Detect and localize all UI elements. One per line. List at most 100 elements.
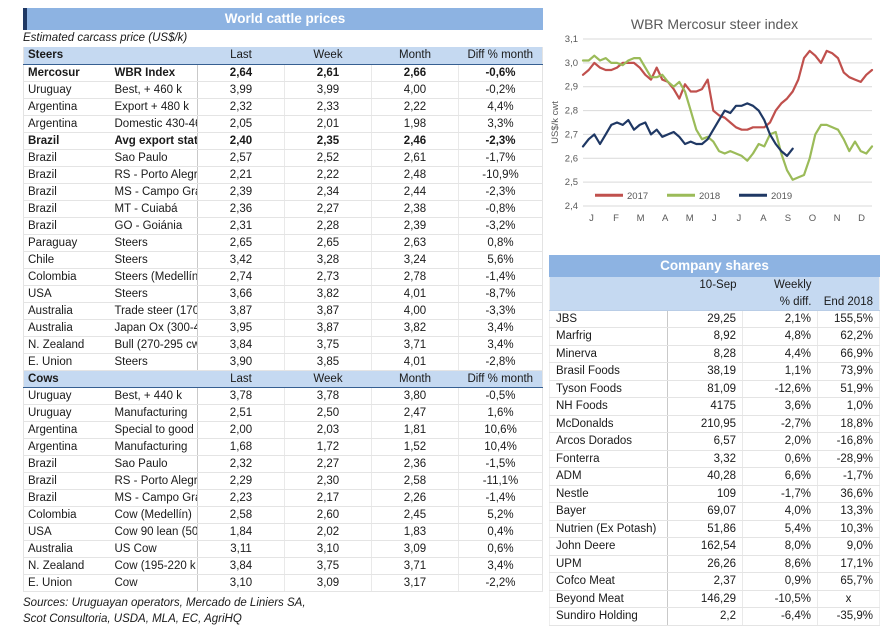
value-cell: 2,58 — [371, 472, 459, 490]
country-cell: E. Union — [23, 574, 111, 592]
company-shares-panel: Company shares 10-Sep Weekly% diff. End 20… — [549, 255, 880, 626]
x-tick-label: J — [589, 213, 594, 224]
table-row: Argentina Export + 480 k 2,32 2,33 2,22 4,4% — [23, 98, 543, 116]
value-cell: 2,01 — [284, 115, 372, 133]
value-cell: 1,81 — [371, 421, 459, 439]
end-2018-cell: 13,3% — [817, 502, 880, 521]
value-cell: 3,75 — [284, 557, 372, 575]
value-cell: 2,32 — [197, 455, 285, 473]
end-2018-cell: 18,8% — [817, 415, 880, 433]
price-cell: 69,07 — [667, 502, 743, 521]
x-tick-label: A — [662, 213, 669, 224]
value-cell: 2,35 — [284, 132, 372, 150]
value-cell: 1,84 — [197, 523, 285, 541]
value-cell: 3,99 — [197, 81, 285, 99]
description-cell: Manufacturing — [110, 438, 198, 456]
column-header: Last — [197, 370, 285, 388]
company-name-cell: UPM — [549, 555, 668, 573]
x-tick-label: M — [637, 213, 645, 224]
description-cell: RS - Porto Alegre — [110, 472, 198, 490]
price-cell: 38,19 — [667, 362, 743, 381]
value-cell: 2,23 — [197, 489, 285, 507]
country-cell: Brazil — [23, 489, 111, 507]
weekly-diff-cell: 8,0% — [742, 537, 818, 556]
weekly-diff-cell: -10,5% — [742, 590, 818, 608]
company-name-cell: Sundiro Holding — [549, 607, 668, 626]
value-cell: 2,57 — [197, 149, 285, 167]
end-2018-cell: 36,6% — [817, 485, 880, 503]
table-row: Bayer 69,07 4,0% 13,3% — [549, 502, 880, 521]
table-row: Beyond Meat 146,29 -10,5% x — [549, 590, 880, 608]
value-cell: 2,32 — [197, 98, 285, 116]
value-cell: 3,10 — [197, 574, 285, 592]
world-cattle-prices-table: Steers Last Week Month Diff % month Mercosur W… — [23, 47, 543, 592]
y-axis-label: US$/k cwt — [550, 101, 561, 144]
value-cell: 2,50 — [284, 404, 372, 422]
country-cell: Argentina — [23, 421, 111, 439]
value-cell: -11,1% — [458, 472, 543, 490]
chart-title: WBR Mercosur steer index — [630, 16, 799, 32]
price-cell: 6,57 — [667, 432, 743, 451]
end-2018-cell: 66,9% — [817, 345, 880, 363]
company-name-cell: ADM — [549, 467, 668, 486]
value-cell: 3,17 — [371, 574, 459, 592]
section-name-label: Steers — [23, 47, 198, 65]
description-cell: Trade steer (170-230 k) — [110, 302, 198, 320]
company-shares-title: Company shares — [549, 255, 880, 277]
column-header: Month — [371, 47, 459, 65]
table-row: Colombia Steers (Medellín) 2,74 2,73 2,78 -1,… — [23, 268, 543, 286]
price-cell: 2,37 — [667, 572, 743, 591]
price-cell: 29,25 — [667, 310, 743, 328]
x-tick-label: O — [809, 213, 816, 224]
table-row: Marfrig 8,92 4,8% 62,2% — [549, 327, 880, 346]
value-cell: 2,61 — [371, 149, 459, 167]
company-name-cell: John Deere — [549, 537, 668, 556]
price-cell: 210,95 — [667, 415, 743, 433]
y-tick-label: 2,7 — [565, 129, 578, 140]
value-cell: -3,2% — [458, 217, 543, 235]
table-row: NH Foods 4175 3,6% 1,0% — [549, 397, 880, 416]
value-cell: 3,78 — [284, 387, 372, 405]
carcass-price-subtitle: Estimated carcass price (US$/k) — [23, 32, 188, 44]
end-2018-cell: 9,0% — [817, 537, 880, 556]
value-cell: 2,22 — [371, 98, 459, 116]
value-cell: -1,7% — [458, 149, 543, 167]
value-cell: 2,28 — [284, 217, 372, 235]
value-cell: 2,58 — [197, 506, 285, 524]
weekly-diff-cell: 4,0% — [742, 502, 818, 521]
legend-label-2018: 2018 — [699, 191, 720, 202]
y-tick-label: 2,4 — [565, 201, 578, 212]
table-row: Uruguay Best, + 440 k 3,78 3,78 3,80 -0,5% — [23, 387, 543, 405]
description-cell: Japan Ox (300-400 k) — [110, 319, 198, 337]
sources-line-2: Scot Consultoria, USDA, MLA, EC, AgriHQ — [23, 612, 242, 625]
company-header-row: % diff. End 2018 — [549, 293, 880, 311]
weekly-diff-cell: 0,6% — [742, 450, 818, 468]
table-row: E. Union Cow 3,10 3,09 3,17 -2,2% — [23, 574, 543, 592]
y-tick-label: 2,9 — [565, 82, 578, 93]
table-row: Brasil Foods 38,19 1,1% 73,9% — [549, 362, 880, 381]
table-row: Minerva 8,28 4,4% 66,9% — [549, 345, 880, 363]
value-cell: 3,80 — [371, 387, 459, 405]
x-tick-label: A — [760, 213, 767, 224]
value-cell: 5,2% — [458, 506, 543, 524]
end-2018-cell: x — [817, 590, 880, 608]
country-cell: Colombia — [23, 268, 111, 286]
column-header: Diff % month — [458, 47, 543, 65]
y-tick-label: 3,1 — [565, 34, 578, 45]
price-cell: 26,26 — [667, 555, 743, 573]
weekly-diff-cell: 4,8% — [742, 327, 818, 346]
value-cell: 4,4% — [458, 98, 543, 116]
steer-index-plot: 2,4 2,5 2,6 2,7 2,8 2,9 3,0 3,1 J F M A M J J A S O N D US$/… — [550, 34, 874, 224]
value-cell: 3,87 — [284, 319, 372, 337]
table-row: Sundiro Holding 2,2 -6,4% -35,9% — [549, 607, 880, 626]
value-cell: 3,84 — [197, 557, 285, 575]
value-cell: -1,4% — [458, 489, 543, 507]
company-header-row: 10-Sep Weekly — [549, 277, 880, 294]
value-cell: 3,71 — [371, 557, 459, 575]
description-cell: Sao Paulo — [110, 149, 198, 167]
